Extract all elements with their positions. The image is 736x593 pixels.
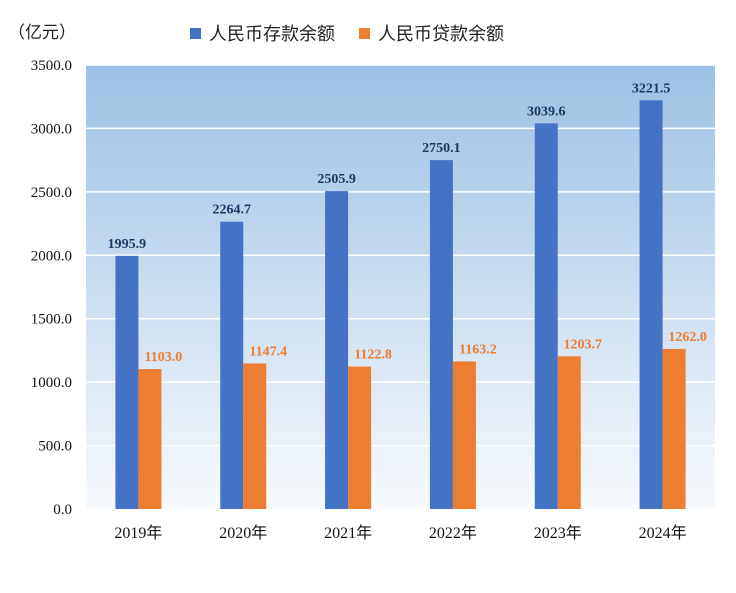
bar-loan — [348, 366, 372, 509]
data-label-loan: 1147.4 — [249, 344, 287, 359]
x-tick-label: 2020年 — [219, 524, 267, 542]
x-tick-label: 2022年 — [429, 524, 477, 542]
data-label-deposit: 2505.9 — [317, 172, 356, 187]
bar-loan — [243, 363, 267, 509]
bar-deposit — [534, 123, 558, 509]
legend-label-loan: 人民币贷款余额 — [378, 24, 504, 45]
bar-loan — [662, 348, 686, 509]
bar-deposit — [325, 191, 349, 509]
data-label-loan: 1163.2 — [459, 342, 497, 357]
data-label-deposit: 3221.5 — [632, 81, 671, 96]
y-tick-label: 1500.0 — [31, 312, 72, 328]
y-tick-label: 500.0 — [38, 439, 72, 455]
legend-label-deposit: 人民币存款余额 — [209, 24, 335, 45]
data-label-deposit: 3039.6 — [527, 104, 566, 119]
y-tick-label: 3000.0 — [31, 121, 72, 137]
bar-deposit — [220, 221, 244, 509]
y-axis-unit-label: （亿元） — [8, 23, 76, 43]
legend-item-deposit: 人民币存款余额 — [190, 20, 335, 46]
y-tick-label: 2000.0 — [31, 248, 72, 264]
x-tick-label: 2023年 — [534, 524, 582, 542]
data-label-deposit: 2264.7 — [213, 203, 252, 218]
y-tick-label: 0.0 — [53, 502, 72, 518]
data-label-loan: 1122.8 — [354, 348, 392, 363]
bar-loan — [138, 369, 162, 509]
y-tick-label: 1000.0 — [31, 375, 72, 391]
chart-legend: 人民币存款余额 人民币贷款余额 — [190, 20, 528, 46]
plot-area — [86, 65, 715, 509]
data-label-loan: 1262.0 — [668, 330, 707, 345]
x-tick-label: 2021年 — [324, 524, 372, 542]
bar-loan — [557, 356, 581, 509]
y-tick-label: 3500.0 — [31, 58, 72, 74]
data-label-deposit: 1995.9 — [108, 237, 147, 252]
y-tick-label: 2500.0 — [31, 185, 72, 201]
x-tick-label: 2024年 — [639, 524, 687, 542]
x-tick-label: 2019年 — [114, 524, 162, 542]
bar-loan — [452, 361, 476, 509]
data-label-deposit: 2750.1 — [422, 141, 461, 156]
data-label-loan: 1203.7 — [564, 337, 603, 352]
bar-deposit — [429, 160, 453, 509]
bar-deposit — [115, 255, 139, 509]
bar-deposit — [639, 100, 663, 509]
legend-swatch-deposit — [190, 27, 201, 39]
legend-swatch-loan — [359, 27, 370, 39]
data-label-loan: 1103.0 — [145, 350, 183, 365]
legend-item-loan: 人民币贷款余额 — [359, 20, 504, 46]
